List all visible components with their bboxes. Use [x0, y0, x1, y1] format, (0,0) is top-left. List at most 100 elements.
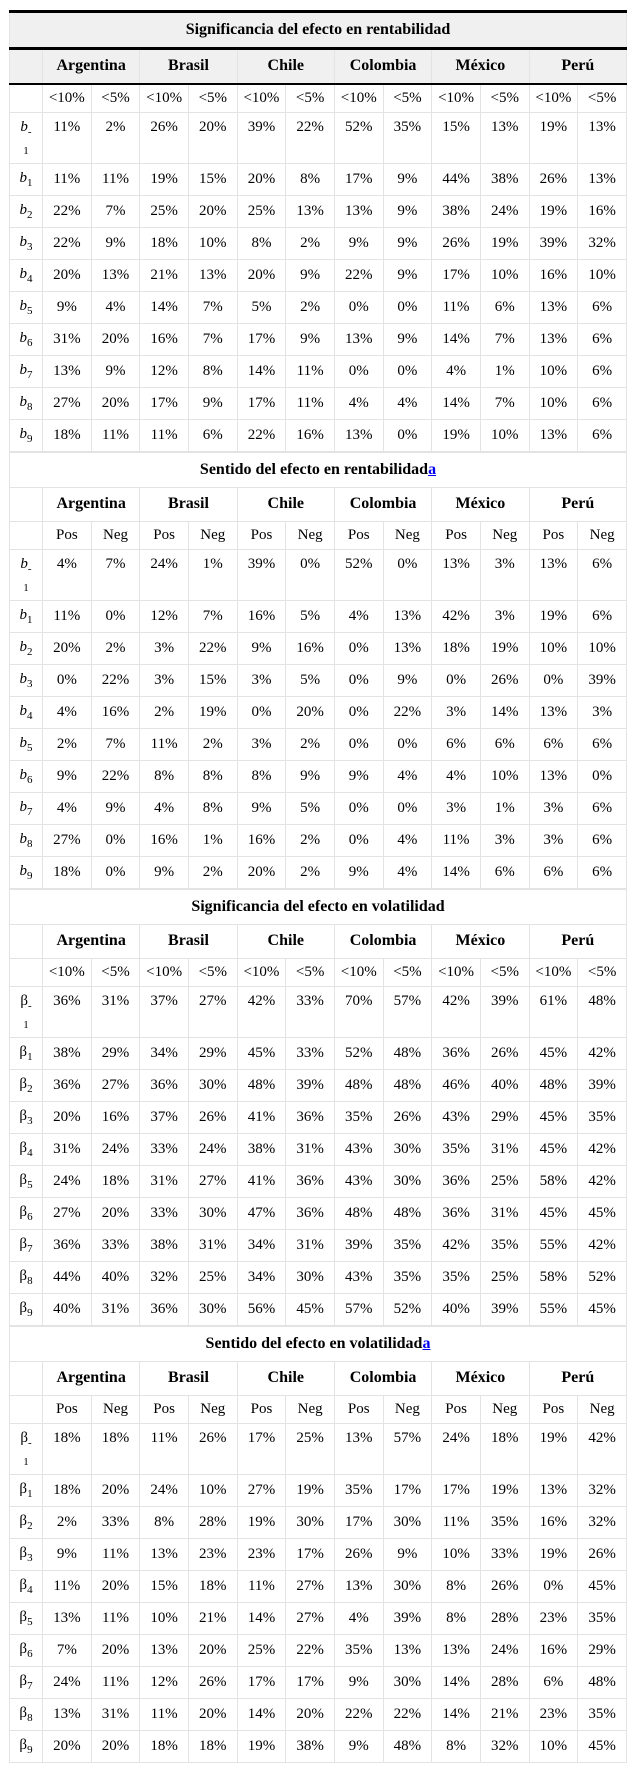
row-label: b3	[9, 664, 43, 698]
data-cell: 20%	[90, 387, 141, 421]
data-cell: 45%	[528, 1101, 579, 1135]
coefficient-symbol: β	[19, 1140, 28, 1157]
data-cell: 35%	[479, 1506, 530, 1540]
data-cell: 48%	[382, 1730, 433, 1764]
data-cell: 9%	[382, 259, 433, 293]
data-cell: 18%	[90, 1165, 141, 1199]
data-cell: 13%	[285, 195, 335, 229]
coefficient-subscript: -1	[23, 1000, 32, 1032]
coefficient-subscript: 2	[27, 1520, 33, 1533]
data-cell: 2%	[285, 227, 335, 261]
data-cell: 61%	[528, 986, 579, 1039]
data-cell: 48%	[577, 986, 627, 1039]
data-cell: 2%	[285, 824, 335, 858]
data-cell: 40%	[42, 1293, 92, 1327]
data-cell: 31%	[479, 1133, 530, 1167]
data-cell: 6%	[577, 856, 627, 890]
data-cell: 22%	[333, 1698, 384, 1732]
data-cell: 17%	[236, 387, 287, 421]
country-header-1: Brasil	[139, 487, 238, 522]
subheader-cell: Pos	[236, 1394, 287, 1425]
data-cell: 10%	[479, 259, 530, 293]
data-cell: 22%	[382, 1698, 433, 1732]
data-cell: 13%	[333, 195, 384, 229]
data-cell: 0%	[382, 549, 433, 602]
coefficient-symbol: b	[19, 767, 28, 784]
data-cell: 30%	[285, 1261, 335, 1295]
section-title-text: Significancia del efecto en rentabilidad	[185, 21, 451, 38]
data-cell: 0%	[333, 291, 384, 325]
coefficient-subscript: 4	[27, 710, 33, 723]
data-cell: 15%	[187, 664, 238, 698]
data-cell: 15%	[139, 1570, 189, 1604]
data-cell: 36%	[431, 1197, 481, 1231]
data-cell: 22%	[90, 760, 141, 794]
data-cell: 32%	[577, 1506, 627, 1540]
data-cell: 20%	[285, 696, 335, 730]
data-cell: 35%	[333, 1474, 384, 1508]
country-header-5: Perú	[528, 48, 628, 85]
country-header-4: México	[431, 48, 530, 85]
data-cell: 16%	[236, 600, 287, 634]
data-cell: 36%	[42, 986, 92, 1039]
data-cell: 19%	[236, 1730, 287, 1764]
coefficient-symbol: β	[19, 1172, 28, 1189]
data-cell: 9%	[333, 227, 384, 261]
corner-cell	[9, 957, 43, 988]
data-cell: 19%	[285, 1474, 335, 1508]
row-label: β3	[9, 1101, 43, 1135]
footnote-link-a[interactable]: a	[422, 1335, 431, 1353]
row-label: b2	[9, 632, 43, 666]
data-cell: 13%	[333, 1423, 384, 1476]
data-cell: 43%	[333, 1261, 384, 1295]
data-cell: 3%	[577, 696, 627, 730]
data-cell: 38%	[236, 1133, 287, 1167]
data-cell: 9%	[333, 1730, 384, 1764]
subheader-cell: <5%	[577, 83, 627, 114]
data-cell: 0%	[382, 355, 433, 389]
data-cell: 11%	[90, 1602, 141, 1636]
data-cell: 46%	[431, 1069, 481, 1103]
data-cell: 24%	[479, 195, 530, 229]
data-cell: 1%	[479, 355, 530, 389]
coefficient-subscript: 8	[27, 1275, 33, 1288]
subheader-cell: Pos	[431, 520, 481, 551]
data-cell: 42%	[577, 1423, 627, 1476]
data-cell: 13%	[382, 1634, 433, 1668]
data-cell: 1%	[187, 549, 238, 602]
row-label: β5	[9, 1165, 43, 1199]
row-label: b7	[9, 355, 43, 389]
data-cell: 25%	[285, 1423, 335, 1476]
subheader-cell: <10%	[333, 83, 384, 114]
data-cell: 11%	[285, 387, 335, 421]
data-cell: 20%	[90, 1474, 141, 1508]
data-cell: 55%	[528, 1229, 579, 1263]
data-cell: 0%	[431, 664, 481, 698]
data-cell: 22%	[187, 632, 238, 666]
data-cell: 27%	[285, 1602, 335, 1636]
data-cell: 36%	[139, 1069, 189, 1103]
data-cell: 10%	[528, 355, 579, 389]
section-title-text: Sentido del efecto en rentabilidad	[199, 461, 429, 479]
data-cell: 0%	[528, 664, 579, 698]
data-cell: 6%	[577, 600, 627, 634]
data-cell: 39%	[577, 664, 627, 698]
data-cell: 14%	[431, 387, 481, 421]
data-cell: 19%	[528, 112, 579, 165]
data-cell: 16%	[90, 696, 141, 730]
data-cell: 5%	[285, 600, 335, 634]
data-cell: 28%	[479, 1602, 530, 1636]
data-cell: 38%	[431, 195, 481, 229]
data-cell: 20%	[236, 163, 287, 197]
data-cell: 7%	[42, 1634, 92, 1668]
data-cell: 4%	[382, 760, 433, 794]
footnote-link-a[interactable]: a	[428, 461, 437, 479]
data-cell: 0%	[333, 728, 384, 762]
data-cell: 19%	[479, 227, 530, 261]
data-cell: 13%	[528, 549, 579, 602]
data-cell: 15%	[431, 112, 481, 165]
data-cell: 7%	[90, 195, 141, 229]
data-cell: 11%	[90, 163, 141, 197]
coefficient-subscript: 6	[27, 1648, 33, 1661]
coefficient-subscript: 2	[27, 1083, 33, 1096]
